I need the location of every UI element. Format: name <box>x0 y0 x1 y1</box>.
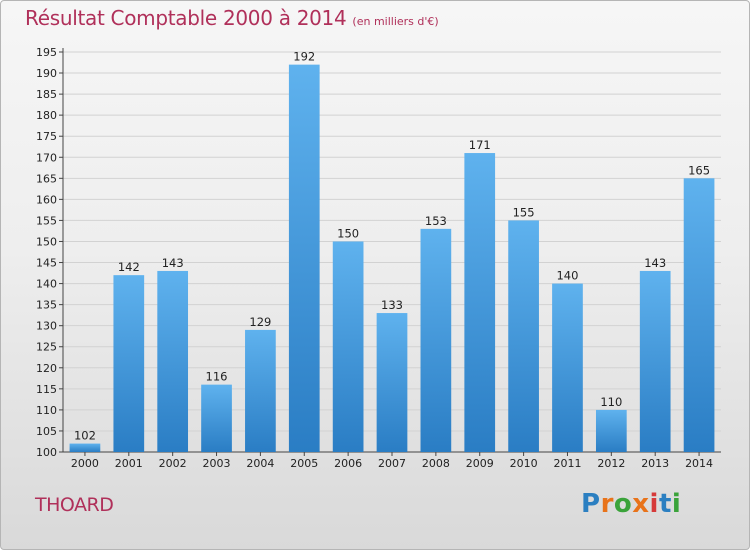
bar <box>157 270 189 452</box>
y-tick-label: 175 <box>36 130 57 143</box>
bar <box>113 275 145 452</box>
y-tick-label: 150 <box>36 235 57 248</box>
y-tick-label: 145 <box>36 257 57 270</box>
x-tick-label: 2010 <box>510 457 538 470</box>
data-label: 133 <box>381 298 403 312</box>
x-tick-label: 2006 <box>334 457 362 470</box>
bar <box>69 443 101 452</box>
y-tick-label: 190 <box>36 67 57 80</box>
y-tick-label: 135 <box>36 299 57 312</box>
bar <box>376 313 408 452</box>
bar <box>420 228 452 452</box>
y-tick-label: 170 <box>36 151 57 164</box>
x-tick-label: 2000 <box>71 457 99 470</box>
bar <box>639 270 671 452</box>
commune-name: THOARD <box>35 494 114 516</box>
bar <box>683 178 715 452</box>
bar <box>464 153 496 453</box>
proxiti-logo: Proxiti <box>581 489 681 519</box>
data-labels: 102 142 143 116 129 192 150 133 153 171 155 140 110 1… <box>74 50 710 443</box>
data-label: 192 <box>293 50 315 64</box>
data-label: 143 <box>644 256 666 270</box>
y-tick-label: 160 <box>36 193 57 206</box>
bar <box>288 64 320 452</box>
chart-title-text: Résultat Comptable 2000 à 2014 <box>25 6 347 30</box>
y-tick-label: 155 <box>36 214 57 227</box>
data-label: 102 <box>74 429 96 443</box>
y-tick-label: 195 <box>36 46 57 59</box>
x-tick-label: 2005 <box>290 457 318 470</box>
x-tick-label: 2007 <box>378 457 406 470</box>
chart-subtitle: (en milliers d'€) <box>352 15 439 28</box>
bar <box>245 329 276 452</box>
bar <box>332 241 364 452</box>
y-tick-label: 110 <box>36 404 57 417</box>
x-tick-label: 2008 <box>422 457 450 470</box>
chart-title: Résultat Comptable 2000 à 2014 (en millie… <box>25 6 439 30</box>
logo-letter: t <box>658 489 672 519</box>
x-tick-label: 2009 <box>466 457 494 470</box>
bar <box>595 409 627 452</box>
data-label: 129 <box>249 315 271 329</box>
bar <box>508 220 539 452</box>
bars <box>69 64 715 453</box>
x-tick-label: 2004 <box>246 457 274 470</box>
data-label: 165 <box>688 163 710 177</box>
logo-letter: o <box>613 489 633 519</box>
data-label: 143 <box>162 256 184 270</box>
y-tick-label: 180 <box>36 109 57 122</box>
logo-letter: P <box>581 489 601 519</box>
x-tick-label: 2012 <box>597 457 625 470</box>
y-tick-label: 130 <box>36 320 57 333</box>
logo-letter: r <box>600 489 614 519</box>
data-label: 155 <box>513 205 535 219</box>
x-tick-label: 2001 <box>115 457 143 470</box>
logo-letter: i <box>649 489 659 519</box>
y-tick-label: 185 <box>36 88 57 101</box>
y-tick-label: 115 <box>36 383 57 396</box>
logo-letter: x <box>632 489 650 519</box>
data-label: 110 <box>600 395 622 409</box>
y-tick-label: 105 <box>36 425 57 438</box>
data-label: 142 <box>118 260 140 274</box>
y-tick-label: 100 <box>36 446 57 459</box>
data-label: 140 <box>556 269 578 283</box>
y-tick-label: 120 <box>36 362 57 375</box>
y-tick-label: 165 <box>36 172 57 185</box>
data-label: 116 <box>206 370 228 384</box>
y-tick-label: 140 <box>36 278 57 291</box>
data-label: 171 <box>469 138 491 152</box>
y-tick-label: 125 <box>36 341 57 354</box>
bar <box>201 384 232 452</box>
x-tick-label: 2011 <box>553 457 581 470</box>
logo-letter: i <box>671 489 682 519</box>
bar <box>552 283 583 452</box>
data-label: 150 <box>337 226 359 240</box>
axes: 100 105 110 115 120 125 130 135 140 145 150 155 160 1… <box>36 46 721 470</box>
data-label: 153 <box>425 214 447 228</box>
x-tick-label: 2002 <box>159 457 187 470</box>
x-tick-label: 2014 <box>685 457 713 470</box>
x-tick-label: 2013 <box>641 457 669 470</box>
x-tick-label: 2003 <box>203 457 231 470</box>
